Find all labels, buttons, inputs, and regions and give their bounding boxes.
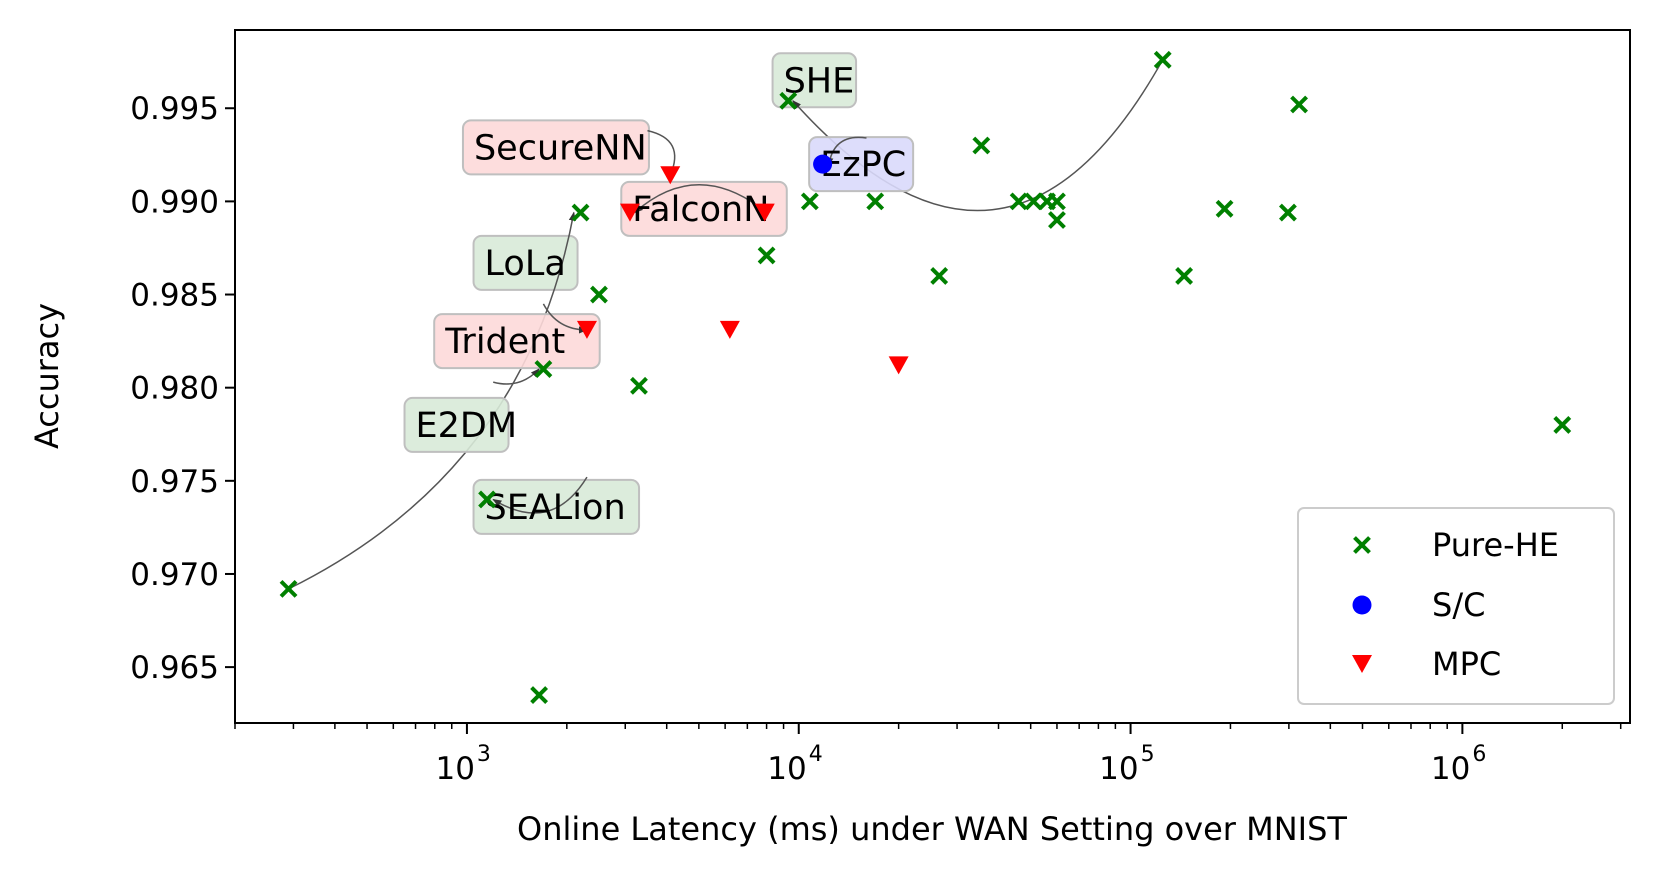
point-pure-he (1048, 192, 1066, 211)
legend-label-pure-he: Pure-HE (1432, 526, 1559, 564)
x-tick-label: 10 (1099, 751, 1138, 787)
points-layer (279, 50, 1572, 704)
y-axis-title: Accuracy (28, 303, 66, 449)
y-tick-label: 0.995 (130, 91, 219, 127)
point-pure-he (1215, 199, 1234, 218)
legend-marker-pure-he (1353, 536, 1371, 554)
legend-label-s-c: S/C (1432, 586, 1485, 624)
y-axis: 0.965 0.970 0.975 0.980 0.985 0.990 0.995 (130, 91, 235, 686)
point-pure-he (1024, 192, 1043, 211)
annotation-label: E2DM (416, 406, 518, 446)
point-pure-he (1290, 95, 1308, 114)
x-axis: 10 3 10 4 10 5 10 6 (234, 723, 1622, 787)
point-pure-he (1279, 203, 1297, 222)
point-pure-he (279, 579, 298, 598)
annotation-arrow (492, 476, 588, 514)
annotation-label: SEALion (485, 488, 626, 528)
legend-label-mpc: MPC (1432, 645, 1501, 683)
x-tick-label: 10 (435, 751, 474, 787)
annotation-ezpc: EzPC (808, 136, 915, 193)
annotation-e2dm: E2DM (403, 368, 540, 453)
x-axis-title: Online Latency (ms) under WAN Setting ov… (517, 810, 1347, 848)
legend-marker-s-c (1352, 595, 1372, 615)
point-pure-he (534, 360, 553, 378)
x-tick-exponent: 6 (1472, 742, 1486, 767)
point-pure-he (1153, 50, 1172, 69)
annotation-box (620, 180, 788, 237)
x-tick-exponent: 3 (477, 742, 491, 767)
point-pure-he (779, 91, 798, 110)
annotation-arrow (633, 184, 760, 214)
point-pure-he (1553, 416, 1572, 434)
annotation-box (472, 234, 579, 291)
annotation-label: SecureNN (474, 128, 647, 168)
legend: Pure-HE S/C MPC (1297, 507, 1615, 705)
point-pure-he (757, 246, 776, 265)
point-pure-he (800, 192, 819, 211)
point-pure-he (590, 285, 608, 304)
plot-frame (234, 29, 1631, 724)
legend-box (1297, 507, 1615, 705)
point-mpc (660, 166, 681, 185)
annotation-label: FalconN (632, 190, 769, 230)
point-pure-he (1175, 266, 1194, 285)
point-pure-he (1009, 192, 1028, 211)
y-tick-label: 0.975 (130, 464, 219, 500)
point-pure-he (630, 376, 648, 395)
point-pure-he (972, 136, 991, 155)
annotation-label: EzPC (820, 145, 906, 185)
point-pure-he (478, 490, 496, 509)
annotation-label: Trident (444, 322, 565, 362)
annotation-box (461, 119, 650, 176)
annotation-box (403, 396, 510, 453)
y-tick-label: 0.980 (130, 371, 219, 407)
point-pure-he (866, 192, 885, 211)
y-tick-label: 0.990 (130, 184, 219, 220)
point-mpc (754, 203, 775, 222)
point-mpc (719, 320, 740, 339)
annotation-box (433, 313, 601, 370)
annotation-trident: Trident (433, 303, 601, 370)
y-tick-label: 0.985 (130, 278, 219, 314)
annotation-box (472, 478, 641, 535)
annotation-falconn: FalconN (620, 180, 788, 237)
point-pure-he (571, 203, 590, 222)
x-tick-label: 10 (1431, 751, 1470, 787)
x-tick-label: 10 (767, 751, 806, 787)
point-pure-he (930, 266, 949, 285)
y-tick-label: 0.970 (130, 557, 219, 593)
point-s-c (813, 154, 833, 174)
point-mpc (888, 356, 909, 375)
annotation-lola: LoLa (288, 211, 579, 590)
annotation-arrow (493, 368, 540, 385)
legend-marker-mpc (1352, 655, 1372, 673)
x-tick-exponent: 4 (809, 742, 823, 767)
annotation-sealion: SEALion (472, 476, 641, 535)
y-tick-label: 0.965 (130, 650, 219, 686)
annotation-label: LoLa (485, 244, 566, 284)
annotation-securenn: SecureNN (461, 119, 677, 177)
point-pure-he (1048, 211, 1066, 229)
point-mpc (619, 203, 640, 222)
point-pure-he (530, 686, 549, 704)
point-mpc (576, 320, 597, 339)
x-tick-exponent: 5 (1141, 742, 1155, 767)
